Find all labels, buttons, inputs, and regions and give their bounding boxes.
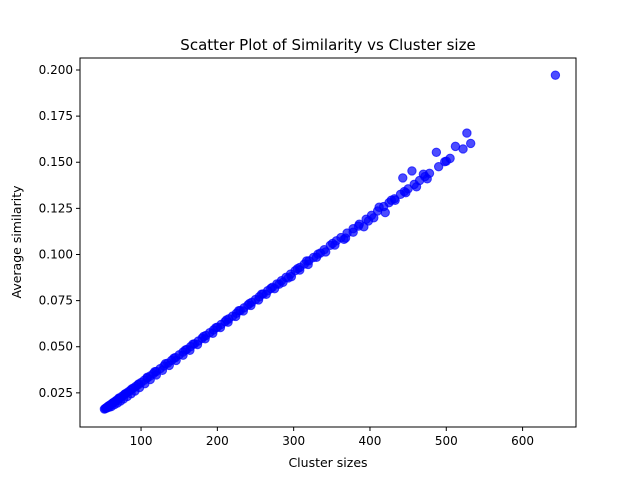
data-point xyxy=(142,372,152,383)
data-point xyxy=(462,128,472,138)
data-point xyxy=(340,233,351,243)
data-point xyxy=(550,70,561,80)
x-tick-label: 100 xyxy=(130,434,153,448)
y-axis-ticks: 0.025 0.050 0.075 0.100 0.125 0.150 0.175 0.200 xyxy=(39,63,80,400)
data-point xyxy=(234,306,244,316)
y-tick-label: 0.200 xyxy=(39,63,73,77)
data-point xyxy=(466,138,476,149)
data-point xyxy=(211,323,221,333)
data-point xyxy=(120,389,130,399)
data-point xyxy=(169,353,179,363)
data-point xyxy=(160,359,171,369)
data-point xyxy=(327,238,338,249)
data-point xyxy=(431,147,442,157)
data-point xyxy=(198,331,209,342)
y-tick-label: 0.025 xyxy=(39,386,73,400)
y-tick-label: 0.175 xyxy=(39,109,73,123)
data-point xyxy=(374,202,384,212)
data-point xyxy=(440,156,450,167)
data-point xyxy=(407,166,417,176)
data-point xyxy=(292,264,303,274)
data-point xyxy=(401,187,411,198)
data-point xyxy=(418,169,429,179)
data-point xyxy=(458,144,468,154)
data-point xyxy=(188,339,198,349)
x-tick-label: 200 xyxy=(206,434,229,448)
data-point xyxy=(348,227,358,237)
x-axis-label: Cluster sizes xyxy=(288,455,367,470)
data-point xyxy=(315,248,326,258)
y-tick-label: 0.100 xyxy=(39,247,73,261)
data-point xyxy=(433,161,444,172)
data-point xyxy=(301,256,312,266)
data-point xyxy=(353,221,364,231)
y-tick-label: 0.050 xyxy=(39,340,73,354)
data-point xyxy=(411,182,422,192)
data-point xyxy=(134,379,144,389)
chart-title: Scatter Plot of Similarity vs Cluster si… xyxy=(180,36,475,54)
data-point xyxy=(386,195,397,205)
data-point xyxy=(180,345,191,355)
data-point xyxy=(398,173,408,183)
data-point xyxy=(150,366,160,377)
data-point xyxy=(108,398,118,408)
x-tick-label: 600 xyxy=(511,434,534,448)
data-point xyxy=(221,315,232,325)
y-tick-label: 0.150 xyxy=(39,155,73,169)
data-point xyxy=(127,384,137,394)
x-axis-ticks: 100 200 300 400 500 600 xyxy=(130,427,534,448)
y-tick-label: 0.075 xyxy=(39,294,73,308)
data-point xyxy=(450,141,461,152)
data-point xyxy=(244,298,255,309)
x-tick-label: 300 xyxy=(282,434,305,448)
plot-frame xyxy=(79,57,577,428)
data-point xyxy=(266,283,276,294)
y-tick-label: 0.125 xyxy=(39,201,73,215)
y-axis-label: Average similarity xyxy=(9,185,24,299)
x-tick-label: 500 xyxy=(435,434,458,448)
data-point xyxy=(274,279,284,289)
data-point xyxy=(380,207,390,218)
x-tick-label: 400 xyxy=(359,434,382,448)
data-point xyxy=(256,289,267,299)
data-points xyxy=(99,70,561,414)
data-point xyxy=(283,273,294,283)
data-point xyxy=(363,216,374,226)
